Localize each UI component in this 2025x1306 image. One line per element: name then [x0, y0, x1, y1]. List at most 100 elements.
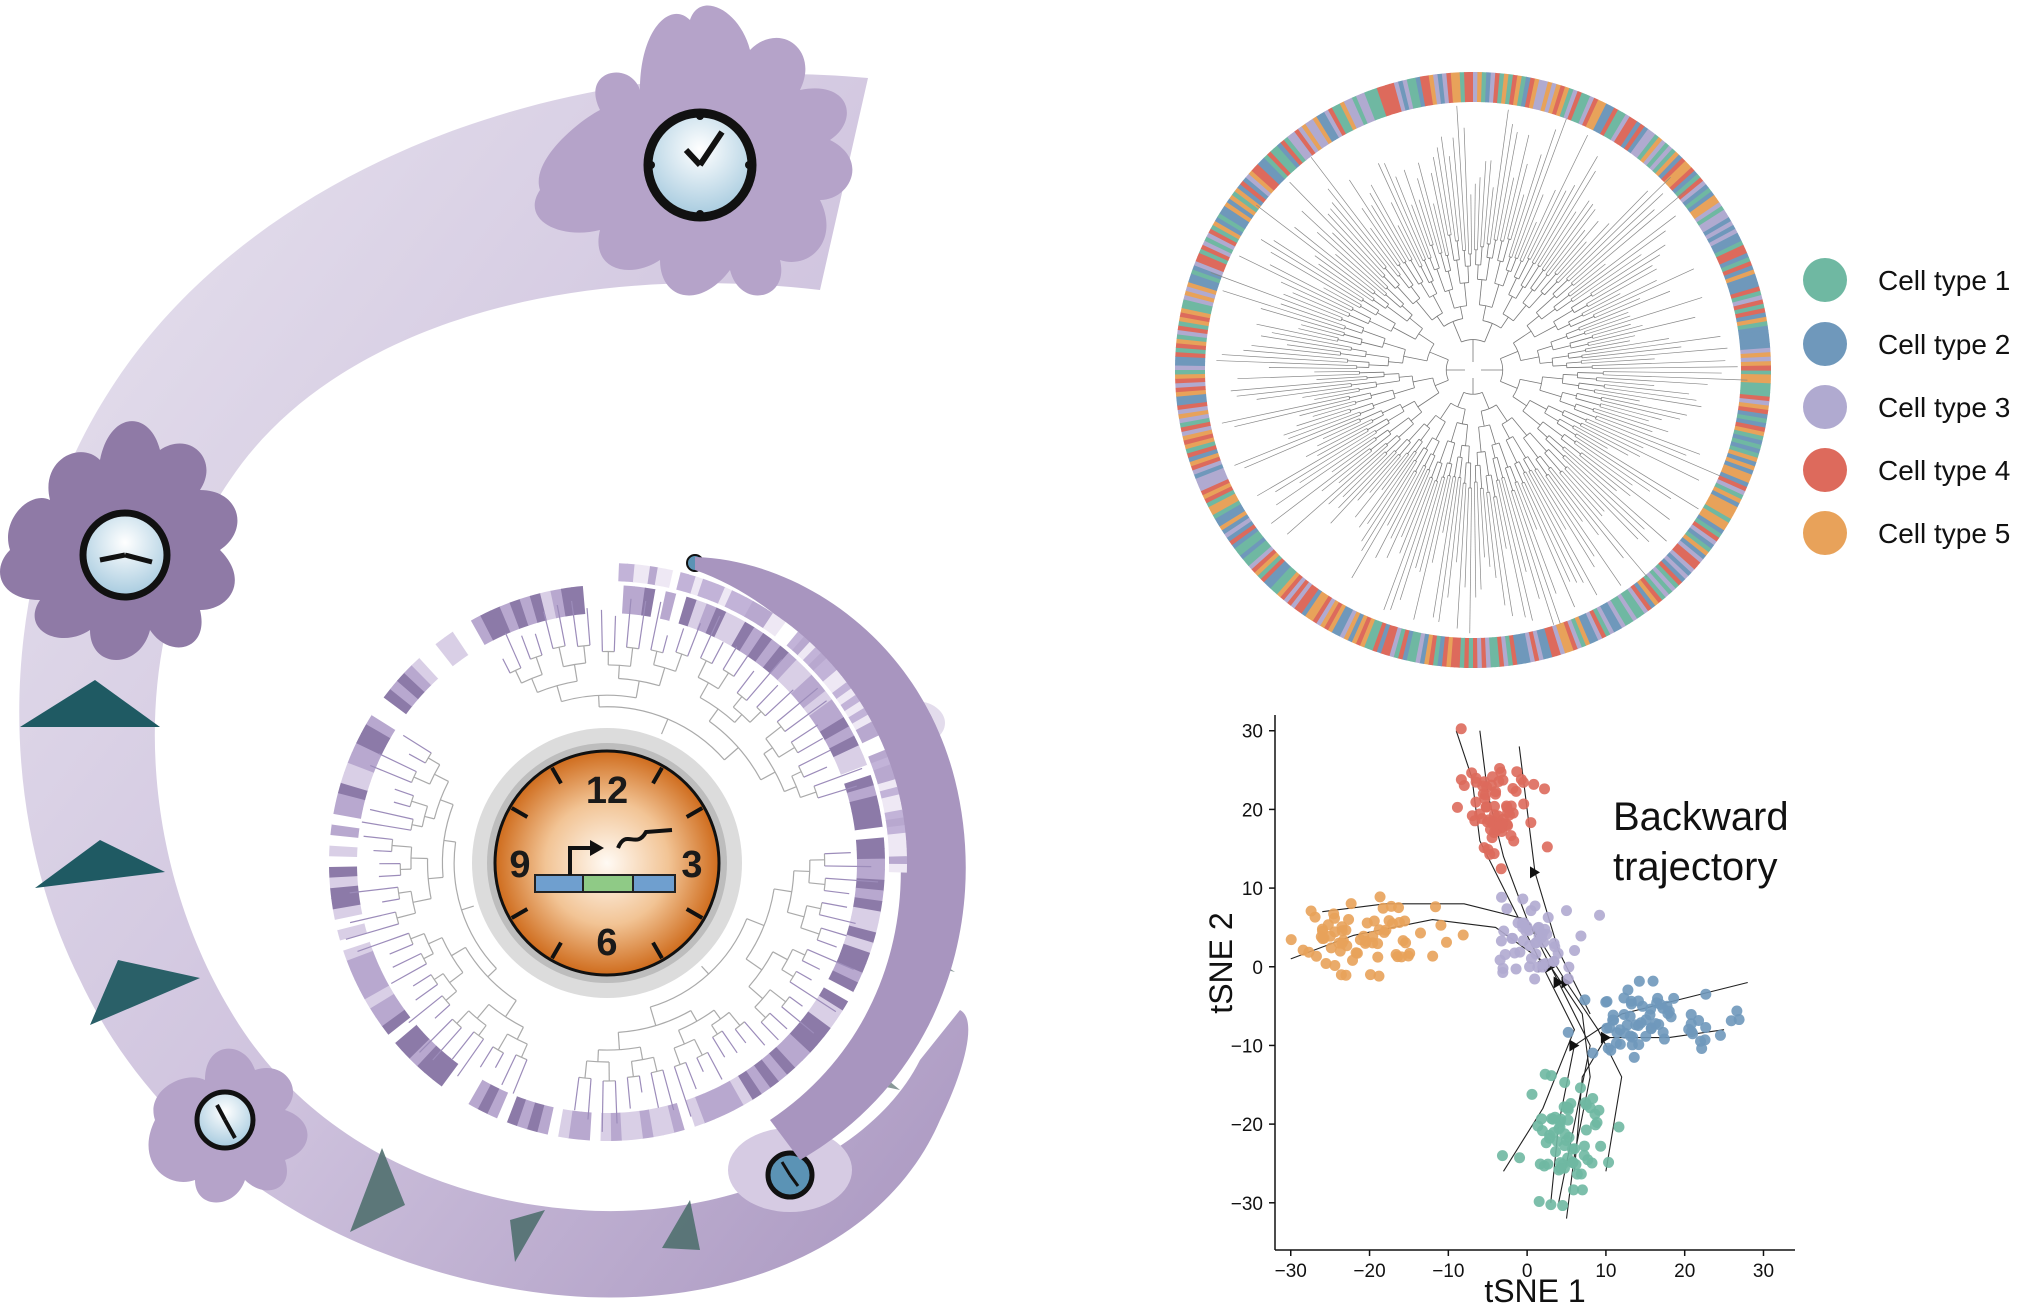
scatter-point — [1589, 1108, 1601, 1120]
tree-branch — [476, 1004, 490, 1019]
barcode-segment — [888, 848, 907, 858]
ring-segment — [1427, 634, 1438, 666]
ring-segment — [1176, 397, 1207, 406]
ring-segment — [1200, 478, 1230, 496]
ring-segment — [1736, 316, 1768, 327]
ring-segment — [1577, 614, 1595, 645]
tree-branch — [1410, 411, 1422, 422]
ring-segment — [1740, 386, 1771, 393]
tree-arc — [1511, 489, 1515, 492]
ring-segment — [1343, 99, 1361, 129]
tree-leaf — [1603, 371, 1722, 374]
ring-segment — [1540, 81, 1553, 112]
tree-branch — [1544, 281, 1558, 296]
clock-tick — [685, 907, 704, 920]
barcode-segment — [354, 967, 385, 990]
tree-leaf — [1292, 292, 1349, 317]
barcode-segment — [347, 752, 378, 773]
ring-segment — [1671, 546, 1698, 570]
tree-branch — [449, 972, 464, 984]
tree-branch — [1552, 364, 1567, 367]
barcode-segment — [337, 782, 368, 801]
tree-arc — [426, 858, 432, 899]
ring-segment — [1210, 496, 1239, 516]
tree-arc — [1439, 252, 1443, 254]
barcode-segment — [676, 1100, 695, 1131]
ring-segment — [1437, 73, 1446, 104]
scatter-point — [1531, 937, 1543, 949]
tree-arc — [791, 775, 801, 798]
ring-segment — [1206, 232, 1236, 251]
tree-leaf — [534, 633, 543, 656]
tree-leaf — [1575, 440, 1651, 492]
barcode-segment — [840, 764, 871, 785]
barcode-segment — [419, 650, 446, 679]
tree-arc — [1403, 261, 1407, 264]
ring-segment — [1175, 373, 1206, 379]
barcode-segment — [519, 595, 539, 626]
tree-branch — [1556, 422, 1576, 436]
tree-leaf — [1280, 281, 1351, 314]
tree-leaf — [796, 970, 812, 981]
tree-leaf — [1349, 179, 1404, 264]
tree-leaf — [1330, 208, 1385, 270]
ring-segment — [1603, 602, 1622, 631]
tree-leaf — [1585, 421, 1644, 449]
tree-branch — [1351, 348, 1367, 352]
ring-segment — [1221, 513, 1250, 535]
tree-branch — [1373, 299, 1386, 309]
ring-segment — [1257, 554, 1283, 580]
tree-leaf — [1489, 109, 1509, 245]
tree-branch — [1513, 260, 1522, 278]
tree-leaf — [790, 724, 819, 743]
tree-leaf — [746, 659, 783, 701]
tree-leaf — [626, 598, 632, 648]
scatter-point — [1700, 1021, 1712, 1033]
tree-arc — [1369, 448, 1372, 452]
tree-leaf — [1519, 221, 1537, 261]
tree-leaf — [1367, 452, 1417, 525]
tree-arc — [1396, 435, 1401, 440]
tree-branch — [1553, 294, 1570, 308]
ring-segment — [1730, 441, 1761, 455]
tree-leaf — [378, 874, 401, 878]
ring-segment — [1180, 307, 1211, 319]
tree-arc — [1441, 476, 1445, 478]
ring-segment — [1423, 634, 1434, 665]
scatter-point — [1568, 1184, 1580, 1196]
ring-segment — [1536, 80, 1549, 111]
barcode-segment — [339, 931, 370, 951]
ring-segment — [1384, 625, 1398, 657]
barcode-segment — [443, 631, 469, 661]
barcode-segment — [599, 1112, 612, 1141]
ring-segment — [1710, 489, 1740, 508]
tree-leaf — [1314, 390, 1360, 400]
tree-branch — [1545, 438, 1565, 457]
tree-branch — [653, 651, 658, 665]
ring-segment — [1739, 334, 1770, 343]
tree-branch — [1511, 417, 1528, 436]
tree-branch — [784, 786, 797, 793]
tree-leaf — [784, 700, 827, 733]
tree-arc — [781, 949, 794, 970]
tree-leaf — [1508, 154, 1542, 257]
ring-segment — [1459, 72, 1466, 103]
ring-segment — [1223, 517, 1252, 538]
tree-branch — [1535, 459, 1548, 476]
tree-arc — [1397, 263, 1401, 267]
tree-branch — [629, 647, 634, 667]
barcode-segment — [739, 627, 764, 657]
tree-leaf — [394, 788, 414, 797]
tree-leaf — [769, 1012, 788, 1030]
ring-segment — [1732, 295, 1763, 307]
tree-leaf — [502, 658, 511, 674]
scatter-point — [1506, 932, 1518, 944]
tree-leaf — [1338, 443, 1387, 484]
tree-leaf — [1604, 384, 1690, 395]
barcode-segment — [621, 585, 636, 615]
tree-leaf — [1528, 471, 1598, 596]
tree-branch — [1359, 386, 1377, 391]
tree-branch — [1418, 333, 1435, 345]
tree-leaf — [1561, 470, 1603, 517]
ring-segment — [1445, 636, 1453, 668]
